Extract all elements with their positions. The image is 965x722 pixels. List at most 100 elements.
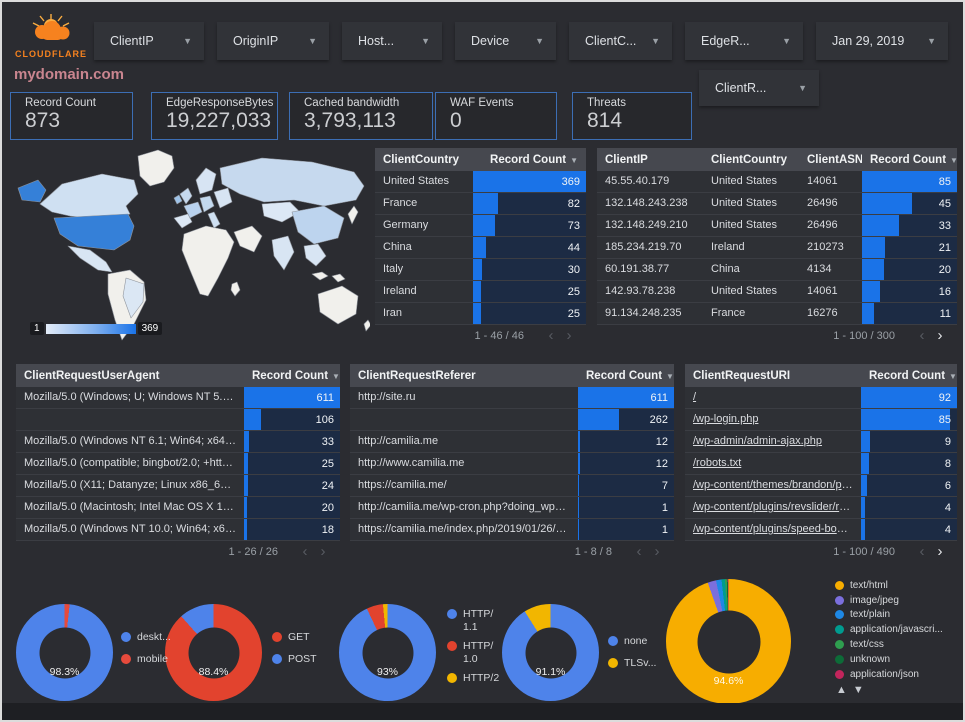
table-cell: http://camilia.me/wp-cron.php?doing_wp_c… [358, 501, 578, 513]
record-count-bar [473, 259, 483, 280]
donut-device-type[interactable]: 98.3% [16, 604, 113, 701]
legend-item: text/css [835, 637, 943, 652]
column-header-sortable[interactable]: Record Count▼ [490, 153, 578, 166]
table-cell: https://camilia.me/ [358, 479, 447, 491]
filter-chip-device[interactable]: Device ▼ [455, 22, 556, 60]
scorecard-threats: Threats 814 [572, 92, 692, 140]
filter-chip-clientrequest[interactable]: ClientR... ▼ [699, 70, 819, 106]
geo-map-chart[interactable]: 1 369 [12, 144, 372, 349]
record-count-bar [578, 453, 580, 474]
table-cell: United States [711, 175, 778, 187]
table-cell: 16276 [807, 307, 838, 319]
record-count-value: 25 [321, 458, 334, 470]
uri-link[interactable]: /wp-content/plugins/speed-booste... [693, 523, 861, 535]
table-row: Italy 30 [375, 259, 586, 281]
chevron-down-icon: ▼ [308, 36, 317, 46]
pagination-prev-icon[interactable]: ‹ [548, 327, 554, 344]
record-count-bar-cell: 4 [861, 519, 957, 540]
pagination-range: 1 - 46 / 46 [474, 330, 524, 342]
pagination-prev-icon[interactable]: ‹ [636, 543, 642, 560]
table-cell: China [711, 263, 740, 275]
table-cell: 26496 [807, 219, 838, 231]
legend-dot-icon [608, 658, 618, 668]
sort-desc-icon: ▼ [950, 156, 957, 165]
world-map [17, 149, 372, 341]
donut-request-method[interactable]: 88.4% [165, 604, 262, 701]
record-count-bar-cell: 82 [473, 193, 586, 214]
uri-link[interactable]: /wp-admin/admin-ajax.php [693, 435, 823, 447]
pagination-next-icon[interactable]: › [654, 543, 660, 560]
table-cell: Italy [383, 263, 404, 275]
map-ireland [173, 194, 183, 205]
legend-label: POST [288, 653, 317, 665]
donut-hole [362, 627, 413, 678]
legend-scroll-arrows[interactable]: ▲▼ [836, 684, 870, 696]
column-header-sortable[interactable]: Record Count▼ [586, 369, 674, 382]
donut-content-type[interactable]: 94.6% [666, 579, 791, 704]
scorecard-label: EdgeResponseBytes [166, 97, 274, 109]
donut-http-protocol[interactable]: 93% [339, 604, 436, 701]
table-cell [350, 409, 578, 430]
legend-dot-icon [272, 654, 282, 664]
column-header: ClientASN [807, 153, 862, 166]
table-row: 60.191.38.77 China 4134 20 [597, 259, 957, 281]
pagination-prev-icon[interactable]: ‹ [302, 543, 308, 560]
table-cell: 210273 [807, 241, 844, 253]
record-count-bar-cell: 85 [862, 171, 957, 192]
footer-bar [2, 703, 963, 720]
donut-hole [525, 627, 576, 678]
legend-label: mobile [137, 653, 168, 665]
filter-chip-clientc[interactable]: ClientC... ▼ [569, 22, 672, 60]
record-count-bar [862, 193, 913, 214]
table-cell: Mozilla/5.0 (compatible; bingbot/2.0; +h… [24, 457, 244, 469]
record-count-bar [578, 475, 580, 496]
table-cell: http://camilia.me [358, 435, 439, 447]
legend-content-type: text/html image/jpeg text/plain application… [835, 578, 943, 682]
record-count-bar [862, 171, 957, 192]
pagination-next-icon[interactable]: › [937, 543, 943, 560]
pagination-prev-icon[interactable]: ‹ [919, 543, 925, 560]
table-cell: http://www.camilia.me [358, 457, 465, 469]
scorecard-waf-events: WAF Events 0 [435, 92, 557, 140]
filter-chip-originip[interactable]: OriginIP ▼ [217, 22, 329, 60]
uri-link[interactable]: /wp-content/plugins/revslider/rs-p... [693, 501, 861, 513]
record-count-bar [578, 387, 674, 408]
date-range-filter[interactable]: Jan 29, 2019 ▼ [816, 22, 948, 60]
table-cell: China [383, 241, 412, 253]
uri-link[interactable]: / [693, 391, 697, 403]
map-brazil [122, 277, 145, 319]
column-header-sortable[interactable]: Record Count▼ [252, 369, 340, 382]
table-row: 132.148.249.210 United States 26496 33 [597, 215, 957, 237]
pagination-prev-icon[interactable]: ‹ [919, 327, 925, 344]
cloudflare-cloud-icon [32, 14, 70, 40]
table-user-agent: ClientRequestUserAgent Record Count ▼ Mozil… [16, 364, 340, 563]
pagination-next-icon[interactable]: › [937, 327, 943, 344]
legend-device-type: deskt... mobile [121, 626, 171, 670]
record-count-bar-cell: 25 [244, 453, 340, 474]
filter-chip-host[interactable]: Host... ▼ [342, 22, 442, 60]
filter-chip-edger[interactable]: EdgeR... ▼ [685, 22, 803, 60]
uri-link[interactable]: /robots.txt [693, 457, 742, 469]
column-header-sortable[interactable]: Record Count▼ [862, 154, 957, 166]
record-count-value: 1 [661, 524, 668, 536]
record-count-bar-cell: 30 [473, 259, 586, 280]
pagination-next-icon[interactable]: › [320, 543, 326, 560]
table-pagination: 1 - 46 / 46 ‹ › [375, 325, 586, 347]
record-count-value: 611 [316, 392, 334, 404]
uri-link[interactable]: /wp-login.php [693, 413, 759, 425]
record-count-value: 33 [938, 220, 951, 232]
donut-percent-label: 94.6% [713, 675, 744, 687]
record-count-value: 45 [938, 198, 951, 210]
uri-link[interactable]: /wp-content/themes/brandon/plu... [693, 479, 860, 491]
legend-item: none [608, 630, 656, 652]
chevron-down-icon: ▼ [535, 36, 544, 46]
table-row: /robots.txt 8 [685, 453, 957, 475]
filter-chip-clientip[interactable]: ClientIP ▼ [94, 22, 204, 60]
column-header-sortable[interactable]: Record Count▼ [869, 369, 957, 382]
table-row: 91.134.248.235 France 16276 11 [597, 303, 957, 325]
legend-label: HTTP/ 1.0 [463, 640, 494, 665]
record-count-bar [473, 171, 586, 192]
donut-tls-version[interactable]: 91.1% [502, 604, 599, 701]
pagination-next-icon[interactable]: › [566, 327, 572, 344]
filter-chip-label: Device [471, 34, 510, 48]
